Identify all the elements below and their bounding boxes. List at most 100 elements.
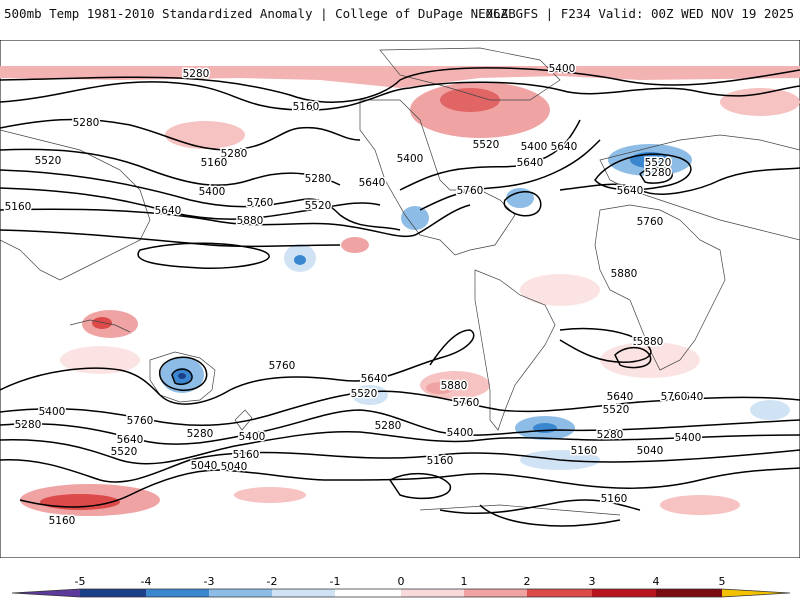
colorbar-segment: [656, 589, 722, 597]
contour-line: [0, 118, 361, 151]
contour-label: 5640: [359, 177, 386, 189]
us-west-cold-anomaly: [401, 206, 429, 230]
contour-label: 5520: [603, 404, 630, 416]
contour-line: [158, 356, 208, 391]
contour-line: [503, 191, 542, 217]
contour-label: 5400: [447, 427, 474, 439]
colorbar-outline: [11, 588, 791, 598]
colorbar-tick-label: 0: [398, 575, 405, 588]
contour-line: [137, 242, 270, 270]
colorbar-segments: [11, 588, 791, 598]
contour-label: 5160: [571, 445, 598, 457]
arctic-warm-anomaly: [0, 66, 800, 88]
contour-label: 5520: [603, 404, 630, 416]
contour-label: 5040: [191, 460, 218, 472]
contour-line: [0, 67, 800, 103]
contour-line: [0, 169, 401, 231]
contour-label: 5640: [677, 391, 704, 403]
contour-label: 5880: [633, 336, 660, 348]
contour-label: 5520: [35, 155, 62, 167]
contour-label: 5760: [661, 391, 688, 403]
colorbar-tick-label: -3: [204, 575, 215, 588]
africa-coast: [594, 204, 726, 371]
contour-label: 5160: [601, 493, 628, 505]
contour-label: 5280: [187, 428, 214, 440]
colorbar-tick-label: 5: [719, 575, 726, 588]
colorbar-segment: [80, 589, 146, 597]
north-america-coast: [359, 99, 516, 256]
colorbar-tick-label: -5: [75, 575, 86, 588]
contour-label: 5640: [551, 141, 578, 153]
indonesia-coast: [69, 319, 131, 333]
contour-label: 5880: [637, 336, 664, 348]
contour-label: 5520: [351, 388, 378, 400]
contour-label: 5880: [441, 380, 468, 392]
contour-line: [19, 467, 800, 508]
contour-label: 5160: [233, 449, 260, 461]
contour-line: [0, 187, 381, 220]
contour-line: [0, 430, 800, 465]
model-run-info: 06Z GFS | F234 Valid: 00Z WED NOV 19 202…: [485, 6, 794, 21]
contour-label: 5400: [675, 432, 702, 444]
colorbar-segment: [272, 589, 335, 597]
map-title: 500mb Temp 1981-2010 Standardized Anomal…: [4, 6, 516, 21]
contour-line: [388, 472, 452, 500]
anomaly-colorbar: -5 -4 -3 -2 -1 0 1 2 3 4 5: [11, 575, 791, 598]
colorbar-tick-label: 4: [653, 575, 660, 588]
contour-label: 5520: [111, 446, 138, 458]
colorbar-segment: [335, 589, 401, 597]
contour-label: 5760: [247, 197, 274, 209]
colorbar-segment: [12, 589, 80, 597]
contour-label: 5760: [637, 216, 664, 228]
contour-label: 5760: [453, 397, 480, 409]
contour-label: 5280: [73, 117, 100, 129]
contour-line: [559, 167, 800, 195]
contour-label: 5280: [221, 148, 248, 160]
contour-label: 5640: [117, 434, 144, 446]
colorbar-segment: [146, 589, 209, 597]
contour-label: 5640: [361, 373, 388, 385]
contour-label: 5640: [617, 185, 644, 197]
colorbar-tick-label: 1: [461, 575, 468, 588]
contour-label: 5760: [127, 415, 154, 427]
contour-label: 5400: [549, 63, 576, 75]
contour-line: [479, 504, 621, 527]
australia-coast: [149, 351, 216, 403]
contour-label: 5160: [5, 201, 32, 213]
contour-label: 5280: [305, 173, 332, 185]
contour-label: 5640: [607, 391, 634, 403]
colorbar-tick-label: -1: [330, 575, 341, 588]
contour-line: [419, 139, 601, 211]
colorbar-tick-label: 3: [589, 575, 596, 588]
contour-label: 5400: [239, 431, 266, 443]
contour-line: [171, 368, 193, 386]
contour-label: 5160: [201, 157, 228, 169]
contour-label: 5520: [305, 200, 332, 212]
contour-label: 5760: [269, 360, 296, 372]
colorbar-segment: [722, 589, 790, 597]
contour-label: 5280: [597, 429, 624, 441]
colorbar-tick-label: -2: [267, 575, 278, 588]
greenland-coast: [379, 47, 561, 101]
contour-label: 5280: [375, 420, 402, 432]
contour-label: 5160: [49, 515, 76, 527]
colorbar-segment: [527, 589, 592, 597]
contour-label: 5880: [237, 215, 264, 227]
height-contours: [0, 67, 800, 527]
contour-line: [399, 119, 581, 191]
anomaly-map: 5400 5280 5160 5280 5520 5280 5160 5400 …: [0, 40, 800, 558]
contour-line: [0, 390, 800, 427]
colorbar-tick-label: 2: [524, 575, 531, 588]
contour-line: [594, 153, 692, 191]
contour-label: 5400: [397, 153, 424, 165]
colorbar-tick-label: -4: [141, 575, 152, 588]
contour-label: 5280: [183, 68, 210, 80]
contour-label: 5160: [427, 455, 454, 467]
colorbar-segment: [401, 589, 464, 597]
colorbar-ticks: -5 -4 -3 -2 -1 0 1 2 3 4 5: [75, 575, 726, 588]
contour-line: [559, 327, 652, 363]
contour-label: 5400: [199, 186, 226, 198]
europe-asia-coast: [599, 134, 800, 241]
new-zealand-coast: [234, 409, 253, 431]
contour-label: 5160: [293, 101, 320, 113]
